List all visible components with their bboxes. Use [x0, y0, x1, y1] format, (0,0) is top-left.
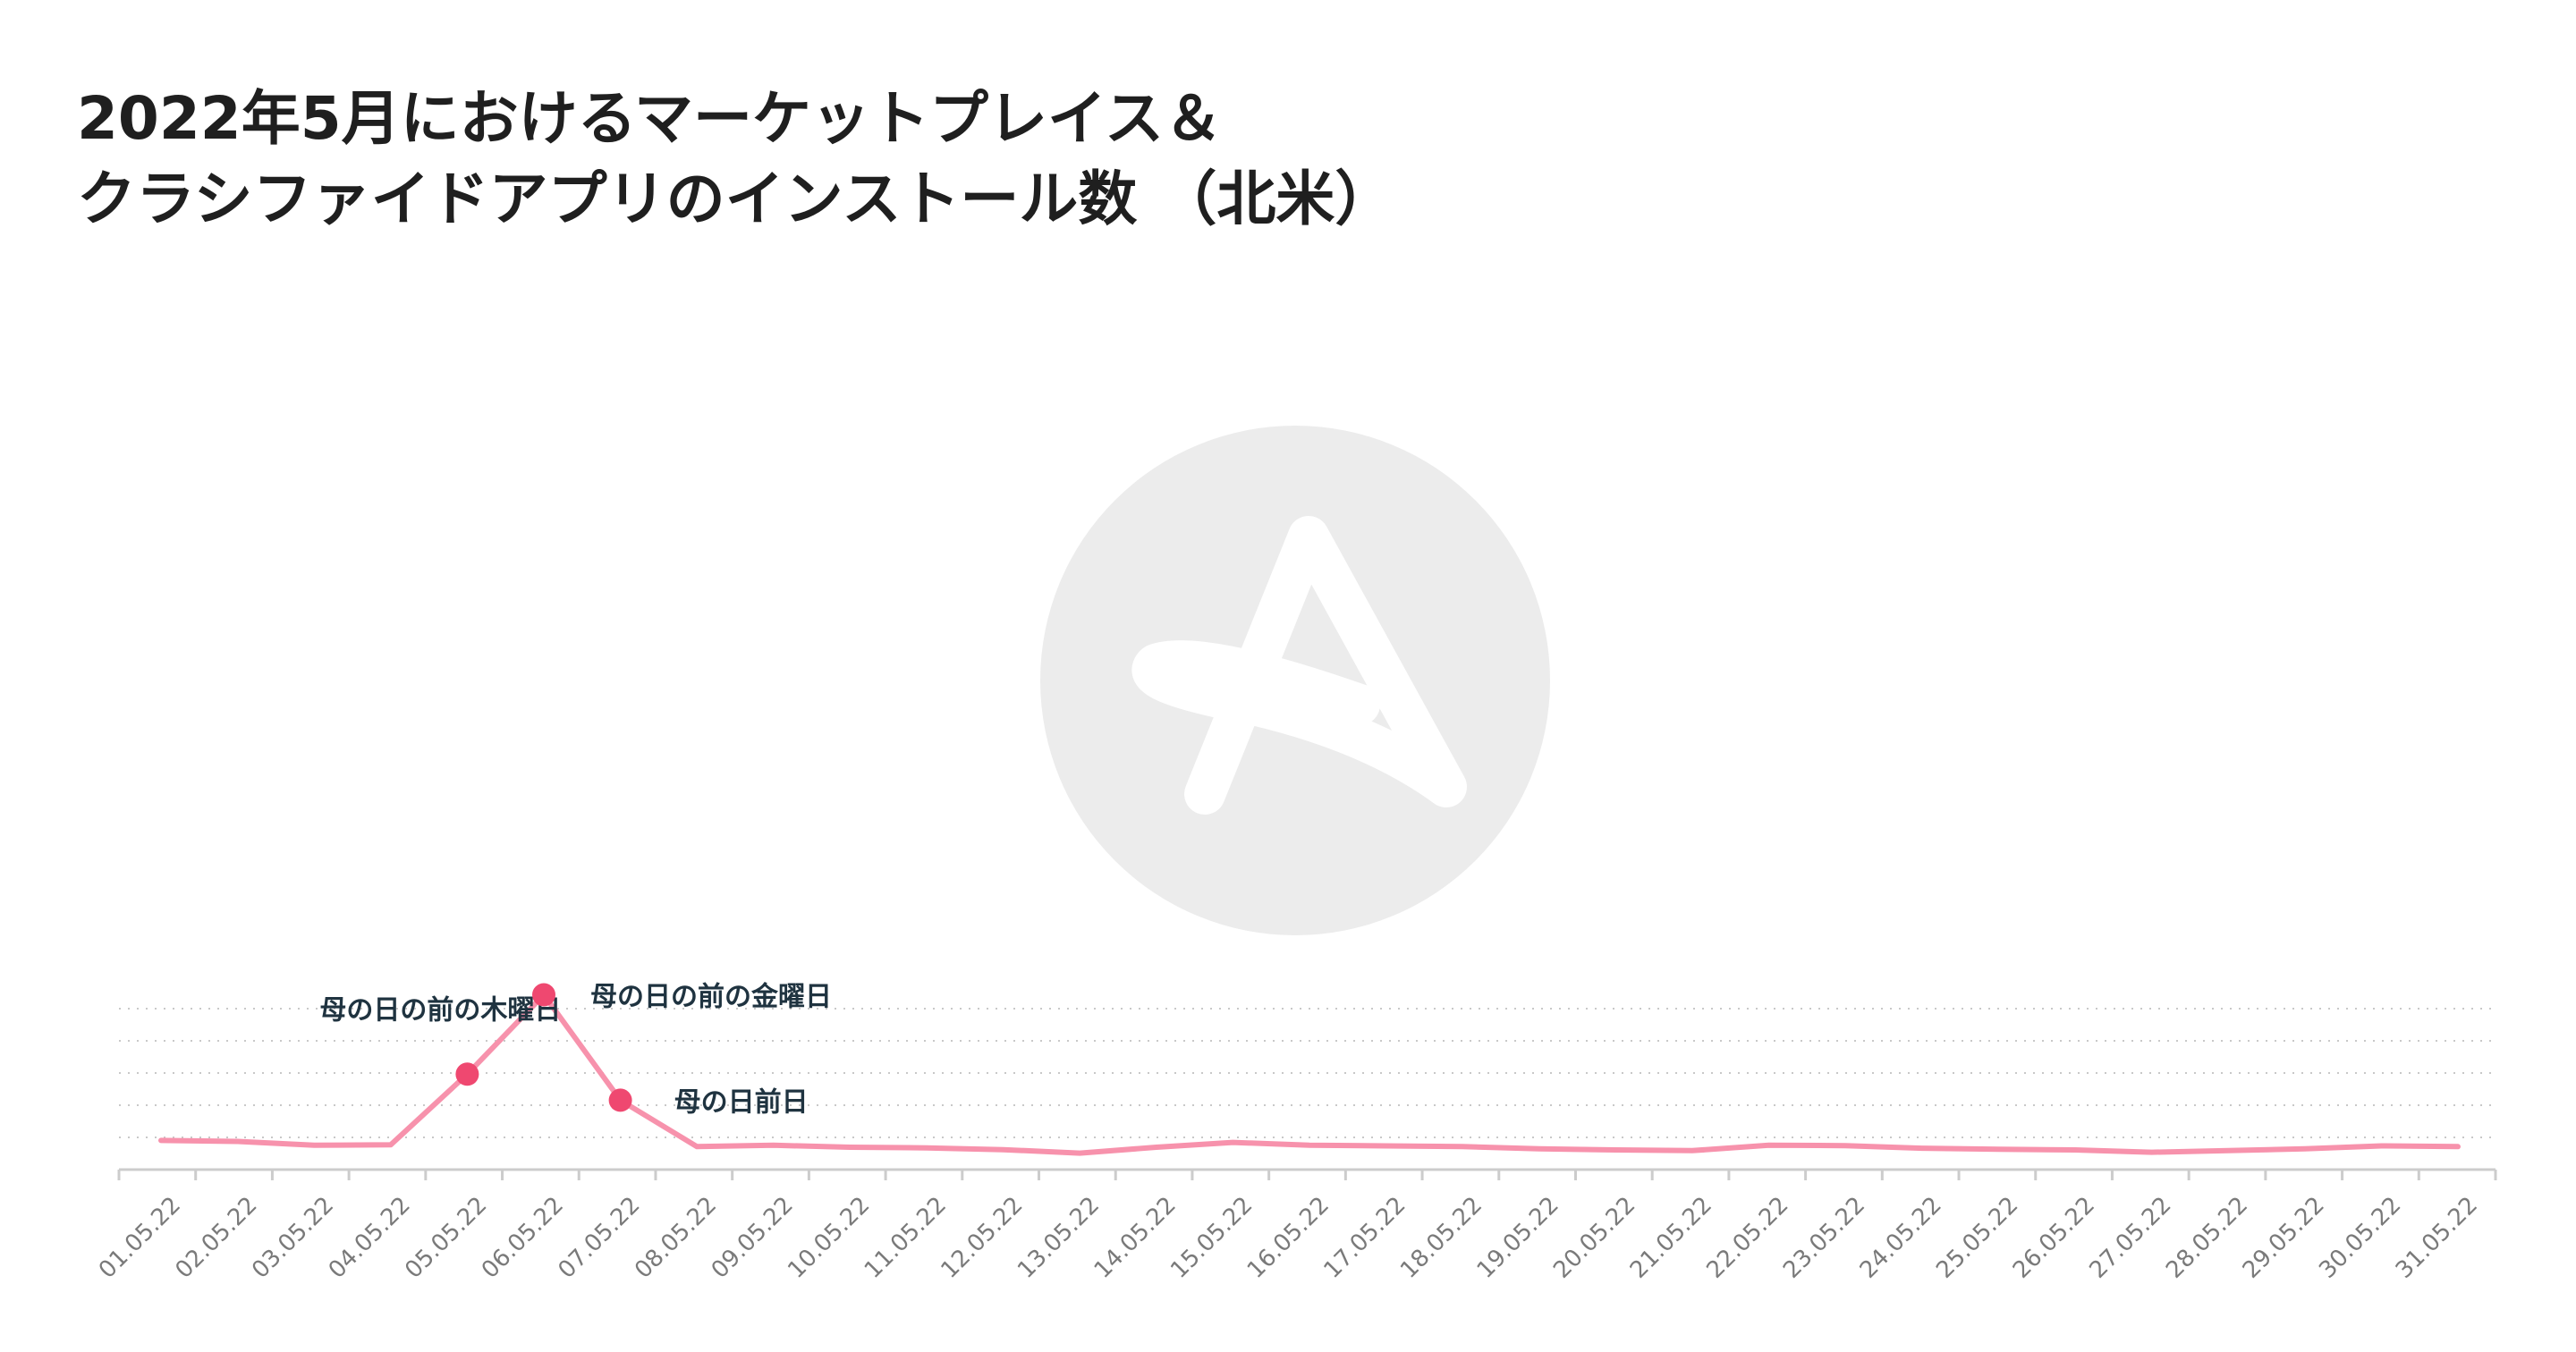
x-tick-labels: 01.05.2202.05.2203.05.2204.05.2205.05.22…: [94, 1192, 2483, 1284]
x-tick-label: 27.05.22: [2084, 1192, 2176, 1284]
chart-title-line-1: 2022年5月におけるマーケットプレイス＆: [77, 84, 1223, 153]
annotation-marker: [455, 1062, 479, 1086]
x-tick-label: 13.05.22: [1013, 1192, 1105, 1284]
applift-a-logo-icon: [1040, 426, 1550, 935]
watermark-letter-a: [1132, 516, 1467, 815]
x-tick-label: 20.05.22: [1548, 1192, 1640, 1284]
x-tick-label: 14.05.22: [1089, 1192, 1182, 1284]
x-tick-label: 02.05.22: [170, 1192, 262, 1284]
annotation-marker: [608, 1088, 632, 1112]
x-tick-label: 08.05.22: [630, 1192, 722, 1284]
x-tick-label: 18.05.22: [1395, 1192, 1487, 1284]
x-tick-label: 15.05.22: [1165, 1192, 1258, 1284]
chart-title-line-2: クラシファイドアプリのインストール数 （北米）: [77, 165, 1394, 233]
x-tick-label: 07.05.22: [553, 1192, 645, 1284]
annotation-label: 母の日の前の金曜日: [590, 982, 832, 1013]
x-tick-label: 04.05.22: [324, 1192, 416, 1284]
x-tick-label: 01.05.22: [94, 1192, 186, 1284]
annotation-label: 母の日前日: [674, 1086, 809, 1118]
x-tick-label: 12.05.22: [936, 1192, 1028, 1284]
x-tick-label: 29.05.22: [2238, 1192, 2330, 1284]
x-tick-label: 03.05.22: [247, 1192, 339, 1284]
x-tick-label: 16.05.22: [1242, 1192, 1335, 1284]
x-tick-label: 22.05.22: [1701, 1192, 1793, 1284]
x-tick-label: 09.05.22: [707, 1192, 799, 1284]
x-tick-label: 19.05.22: [1472, 1192, 1564, 1284]
x-tick-label: 30.05.22: [2314, 1192, 2406, 1284]
x-tick-label: 05.05.22: [400, 1192, 492, 1284]
annotation-marker: [532, 983, 555, 1007]
x-tick-label: 28.05.22: [2161, 1192, 2253, 1284]
x-tick-label: 23.05.22: [1778, 1192, 1870, 1284]
x-tick-label: 25.05.22: [1931, 1192, 2023, 1284]
x-tick-label: 21.05.22: [1625, 1192, 1717, 1284]
annotation-label: 母の日の前の木曜日: [319, 994, 561, 1026]
x-tick-label: 06.05.22: [477, 1192, 569, 1284]
x-tick-label: 10.05.22: [783, 1192, 875, 1284]
x-tick-label: 26.05.22: [2008, 1192, 2100, 1284]
chart-title: 2022年5月におけるマーケットプレイス＆ クラシファイドアプリのインストール数…: [77, 79, 1394, 240]
x-tick-label: 24.05.22: [1855, 1192, 1947, 1284]
x-axis: [117, 1168, 2497, 1180]
x-tick-label: 17.05.22: [1318, 1192, 1411, 1284]
x-tick-label: 11.05.22: [860, 1192, 952, 1284]
x-tick-label: 31.05.22: [2391, 1192, 2483, 1284]
